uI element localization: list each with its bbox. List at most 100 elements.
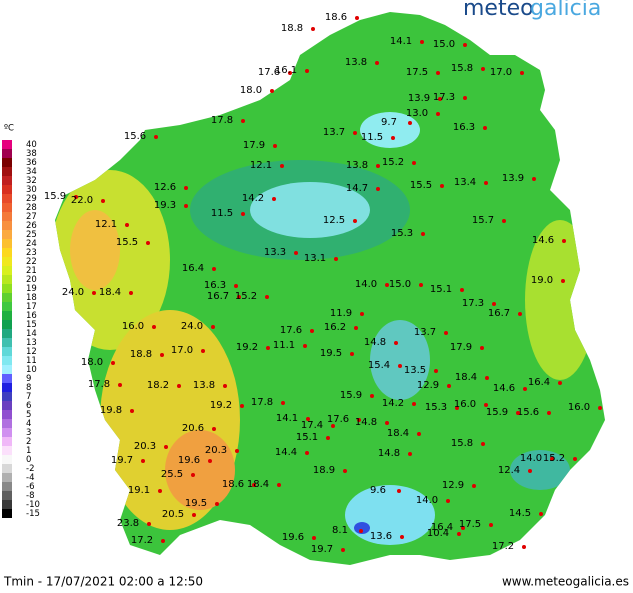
station-dot [353,219,357,223]
station-dot [294,251,298,255]
station-value: 19.6 [178,455,200,466]
station-value: 17.6 [327,414,349,425]
legend-label: 14 [26,329,37,339]
station-dot [421,232,425,236]
station-value: 15.2 [235,291,257,302]
station-dot [460,288,464,292]
station-dot [281,401,285,405]
legend-swatch [2,194,12,203]
station-value: 9.6 [370,485,386,496]
station-dot [502,219,506,223]
station-value: 14.0 [416,495,438,506]
station-value: 15.9 [44,191,66,202]
legend-swatch [2,275,12,284]
station-value: 15.0 [433,39,455,50]
legend-swatch [2,203,12,212]
station-dot [303,344,307,348]
station-value: 20.3 [134,441,156,452]
station-dot [394,341,398,345]
station-dot [184,204,188,208]
station-dot [305,451,309,455]
station-value: 12.4 [498,465,520,476]
legend-swatch [2,158,12,167]
station-value: 14.4 [275,447,297,458]
legend-label: -15 [26,509,40,519]
station-value: 11.5 [361,132,383,143]
station-dot [147,522,151,526]
station-value: 14.0 [520,453,542,464]
station-value: 14.7 [346,183,368,194]
legend-swatch [2,338,12,347]
station-dot [277,483,281,487]
station-value: 23.8 [117,518,139,529]
station-dot [573,457,577,461]
station-value: 16.0 [454,399,476,410]
station-value: 16.3 [204,280,226,291]
station-dot [343,469,347,473]
station-dot [444,331,448,335]
legend-swatch [2,221,12,230]
station-dot [518,312,522,316]
station-dot [312,536,316,540]
legend-swatch [2,419,12,428]
legend-label: -4 [26,473,34,483]
station-dot [385,283,389,287]
station-value: 16.2 [324,322,346,333]
station-value: 19.2 [210,400,232,411]
station-value: 15.8 [451,438,473,449]
legend-swatch [2,374,12,383]
station-dot [158,489,162,493]
station-value: 14.0 [355,279,377,290]
station-value: 12.9 [417,380,439,391]
station-dot [177,384,181,388]
station-dot [252,483,256,487]
station-dot [408,452,412,456]
station-dot [440,184,444,188]
station-dot [272,197,276,201]
legend-swatch [2,428,12,437]
legend-swatch [2,491,12,500]
station-value: 15.0 [389,279,411,290]
legend-swatch [2,167,12,176]
station-dot [360,312,364,316]
station-value: 18.4 [455,372,477,383]
station-value: 12.6 [154,182,176,193]
station-value: 8.1 [332,525,348,536]
station-value: 18.4 [387,428,409,439]
station-value: 15.2 [543,453,565,464]
legend-swatch [2,446,12,455]
station-dot [357,418,361,422]
station-value: 16.7 [488,308,510,319]
legend-unit: ºC [4,124,14,134]
station-dot [208,459,212,463]
station-dot [463,96,467,100]
station-value: 14.6 [532,235,554,246]
station-value: 15.5 [410,180,432,191]
station-dot [434,369,438,373]
station-value: 20.5 [162,509,184,520]
station-value: 11.1 [273,340,295,351]
station-value: 18.0 [240,85,262,96]
station-dot [489,523,493,527]
station-dot [125,223,129,227]
station-dot [118,383,122,387]
station-dot [461,526,465,530]
legend-label: 1 [26,446,31,456]
station-value: 15.6 [124,131,146,142]
station-value: 17.0 [171,345,193,356]
station-dot [438,97,442,101]
legend-label: 25 [26,230,37,240]
legend-label: 0 [26,455,31,465]
station-value: 20.6 [182,423,204,434]
station-value: 17.2 [131,535,153,546]
station-dot [558,381,562,385]
station-value: 18.6 [325,12,347,23]
legend-label: 27 [26,212,37,222]
station-value: 19.5 [320,348,342,359]
legend-label: 12 [26,347,37,357]
station-value: 13.4 [454,177,476,188]
legend-label: 17 [26,302,37,312]
station-dot [376,164,380,168]
station-dot [481,442,485,446]
legend-swatch [2,464,12,473]
